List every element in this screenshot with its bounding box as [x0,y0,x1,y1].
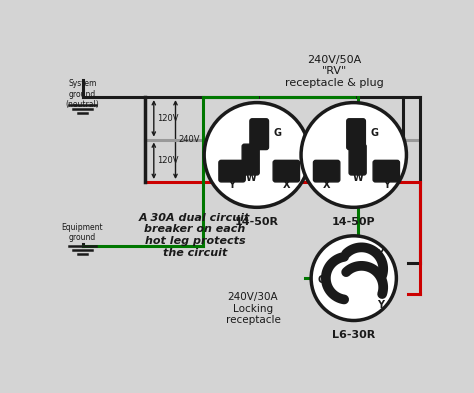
Text: 14-50P: 14-50P [332,217,375,226]
Text: Equipment
ground: Equipment ground [62,223,103,242]
Text: Y: Y [377,300,384,310]
Text: 14-50R: 14-50R [235,217,279,226]
FancyBboxPatch shape [347,119,365,150]
Text: 120V: 120V [157,156,178,165]
Text: W: W [246,173,256,184]
Text: 240V: 240V [179,135,200,144]
Text: 120V: 120V [157,114,178,123]
Text: X: X [283,180,290,190]
FancyBboxPatch shape [313,160,340,182]
Text: Y: Y [228,180,236,190]
FancyBboxPatch shape [250,119,268,150]
Text: L6-30R: L6-30R [332,330,375,340]
Circle shape [311,236,396,321]
Text: G: G [370,129,378,138]
FancyBboxPatch shape [242,144,259,175]
FancyBboxPatch shape [219,160,245,182]
Text: A 30A dual circuit
breaker on each
hot leg protects
the circuit: A 30A dual circuit breaker on each hot l… [139,213,251,257]
FancyBboxPatch shape [273,160,300,182]
Text: G: G [273,129,281,138]
Text: W: W [352,173,363,184]
Circle shape [301,103,406,208]
Text: Y: Y [383,180,390,190]
Text: 240V/50A
"RV"
receptacle & plug: 240V/50A "RV" receptacle & plug [285,55,384,88]
Circle shape [204,103,310,208]
Text: System
ground
(neutral): System ground (neutral) [65,79,100,109]
FancyBboxPatch shape [349,144,366,175]
Text: X: X [323,180,330,190]
Text: X: X [377,248,384,259]
Text: G: G [317,275,325,285]
Text: 240V/30A
Locking
receptacle: 240V/30A Locking receptacle [226,292,281,325]
FancyBboxPatch shape [373,160,400,182]
